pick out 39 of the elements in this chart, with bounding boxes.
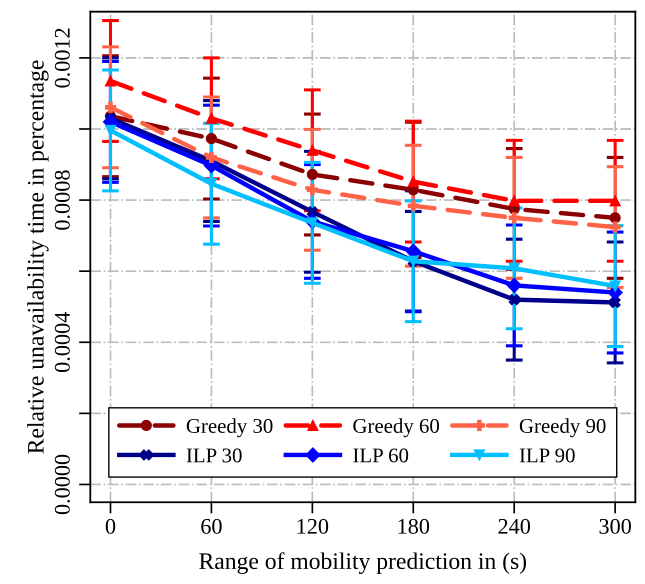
legend-label: ILP 60: [353, 448, 408, 462]
x-tick-label: 60: [201, 518, 222, 534]
point: [508, 262, 520, 274]
point: [506, 278, 522, 293]
point: [610, 222, 621, 233]
point: [610, 195, 621, 206]
point: [508, 195, 520, 206]
point: [610, 212, 621, 224]
point: [610, 280, 621, 292]
point: [408, 176, 419, 188]
y-tick-label: 0.0000: [54, 454, 70, 514]
x-tick-label: 0: [106, 518, 116, 534]
point: [508, 212, 520, 224]
point: [408, 200, 419, 212]
x-tick-label: 240: [498, 518, 530, 534]
legend-label: Greedy 90: [520, 418, 606, 438]
x-tick-label: 180: [398, 518, 430, 534]
x-tick-label: 120: [298, 518, 328, 534]
legend-label: Greedy 60: [353, 418, 439, 438]
legend-label: ILP 30: [186, 448, 242, 462]
point: [508, 294, 520, 306]
point: [206, 112, 217, 124]
y-tick-label: 0.0012: [54, 28, 70, 88]
point: [104, 102, 116, 113]
x-tick-label: 300: [600, 518, 631, 534]
point: [306, 184, 318, 196]
point: [104, 75, 116, 87]
y-tick-label: 0.0004: [54, 312, 70, 372]
legend-label: ILP 90: [520, 448, 575, 462]
point: [306, 206, 318, 218]
point: [206, 152, 217, 163]
point: [306, 144, 318, 156]
y-tick-label: 0.0008: [54, 170, 70, 230]
point: [306, 168, 318, 180]
point: [610, 296, 621, 308]
point: [206, 133, 217, 144]
x-axis-title: Range of mobility prediction in (s): [199, 552, 526, 574]
legend-label: Greedy 30: [186, 418, 272, 438]
y-axis-title: Relative unavailability time in percentage: [27, 60, 49, 454]
